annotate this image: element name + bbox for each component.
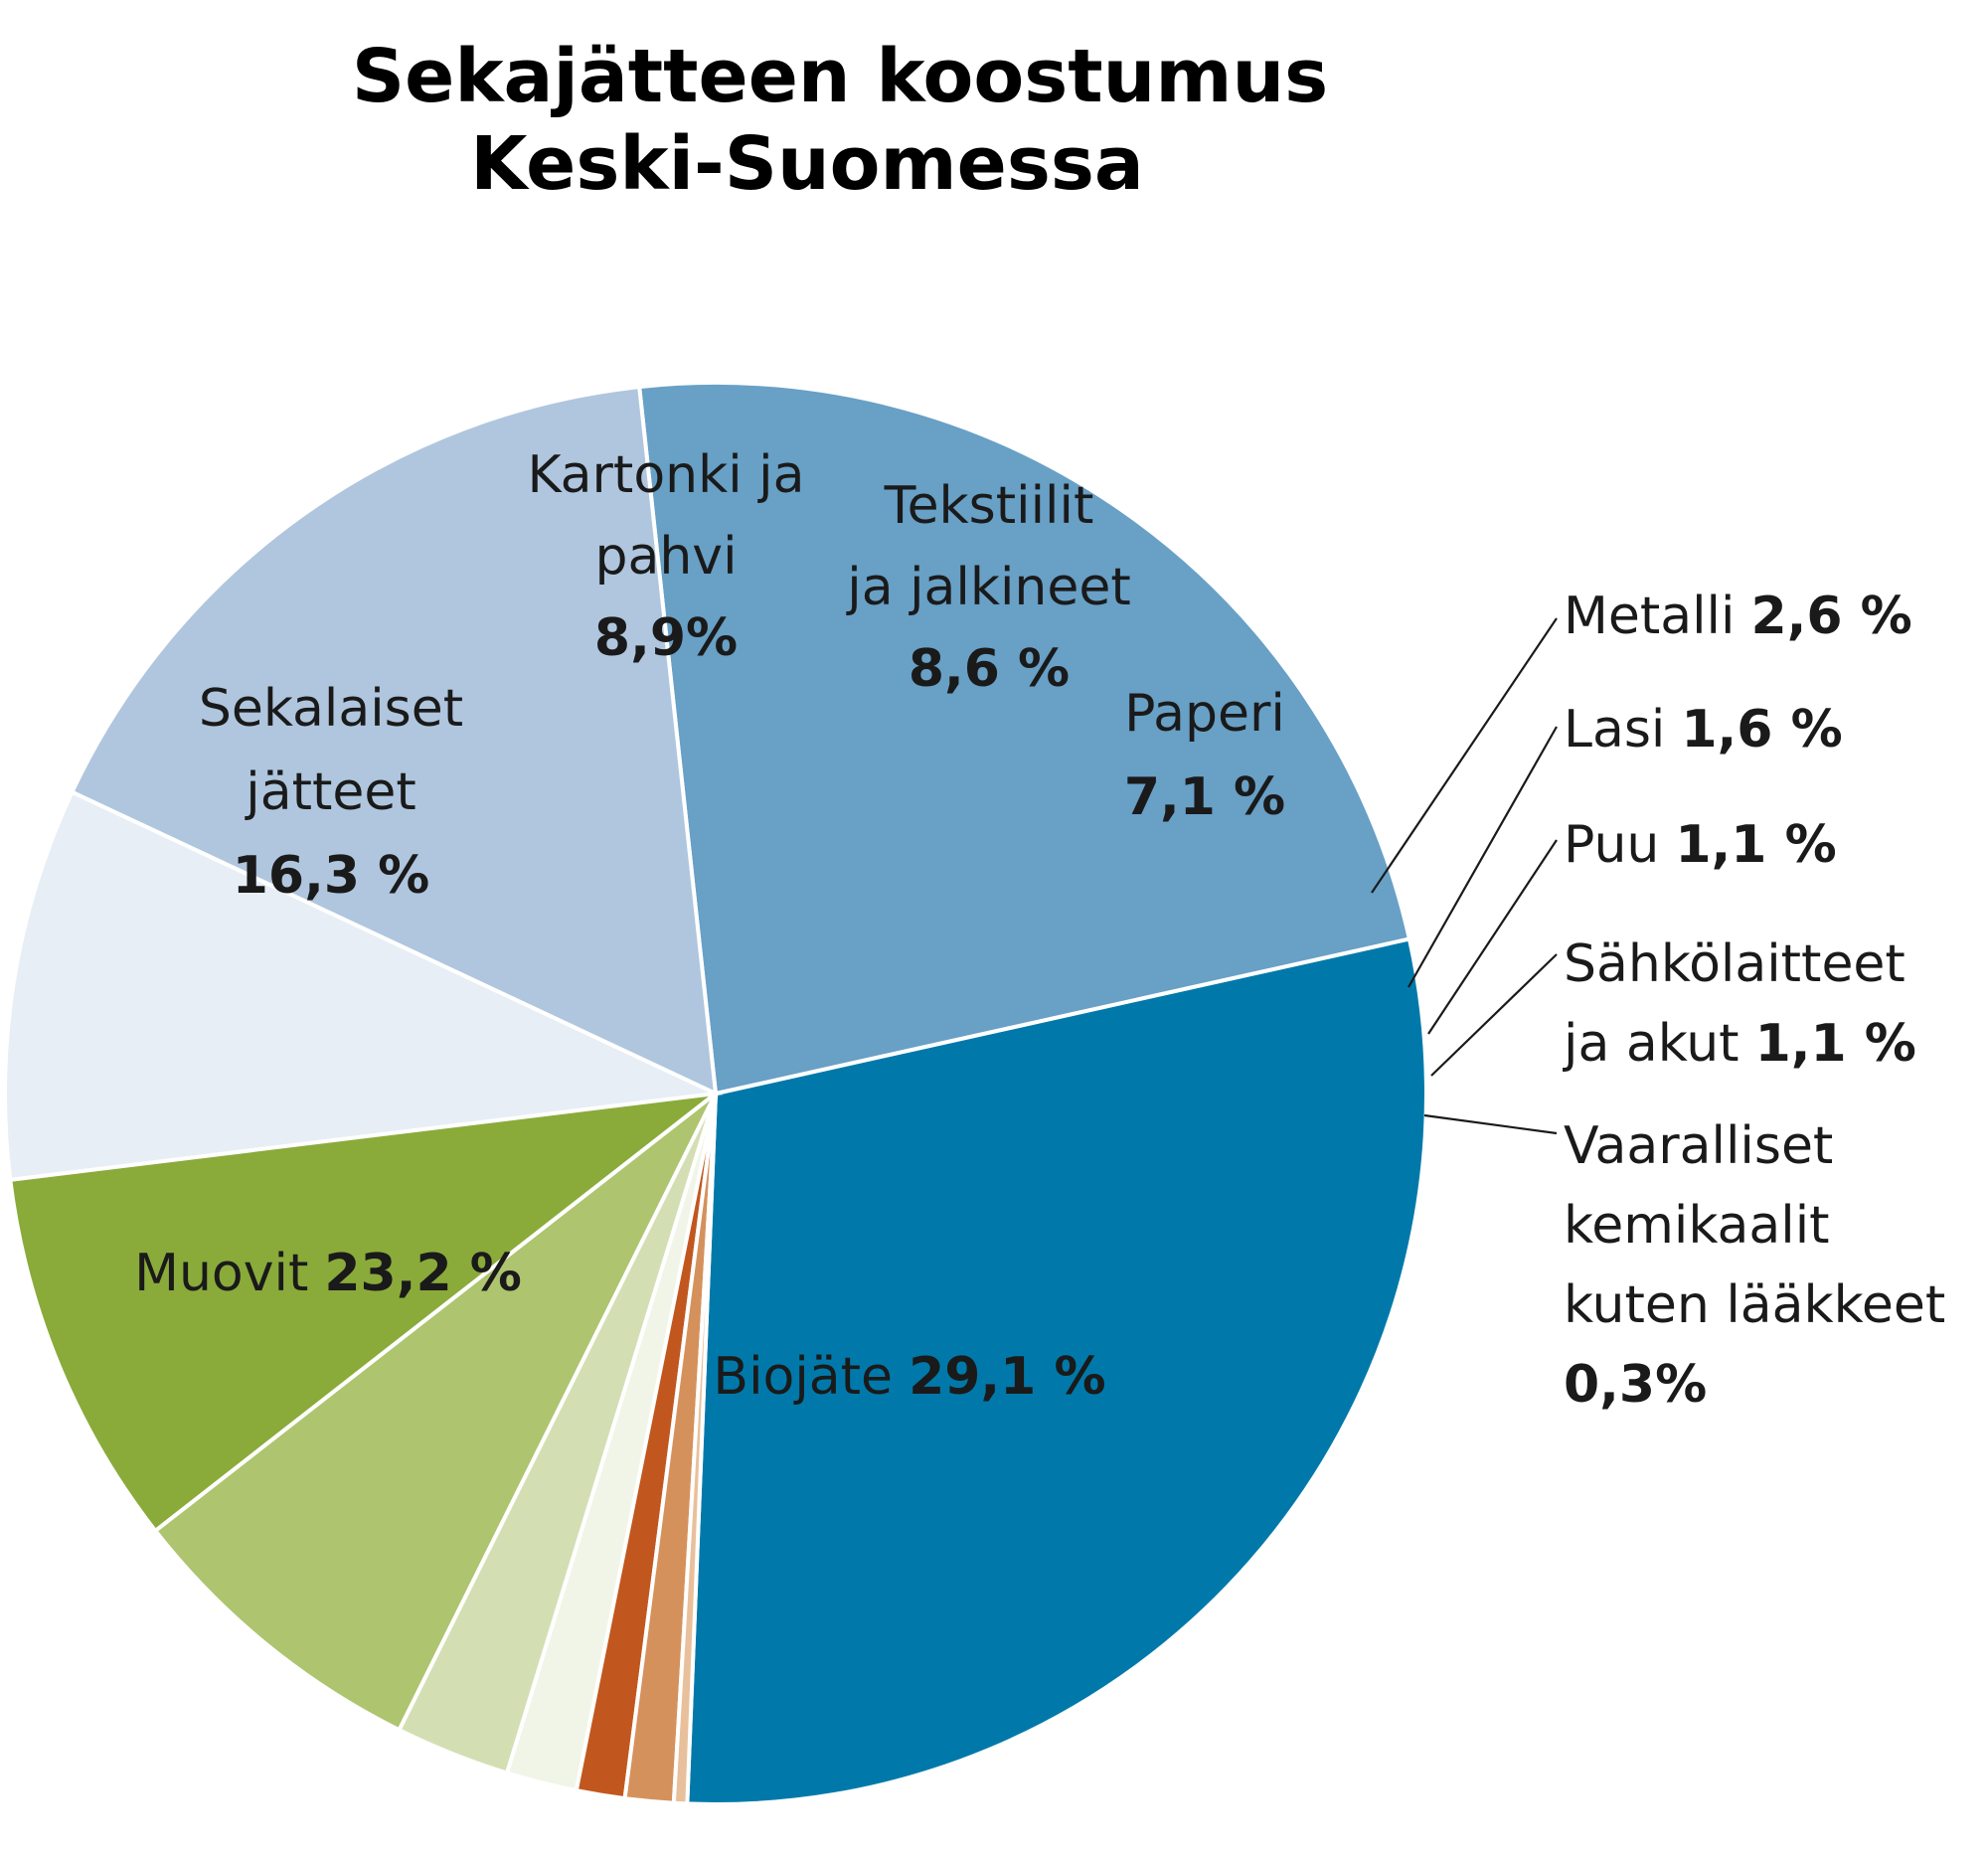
slice-value-tekstiilit: 8,6 % xyxy=(909,639,1070,699)
slice-value-lasi: 1,6 % xyxy=(1681,700,1842,760)
slice-label-text-kartonki-ja: pahvi xyxy=(594,527,737,587)
pie-slice-biojate xyxy=(685,936,1429,1806)
pie-slice-muovit xyxy=(636,381,1412,1097)
slice-label-text-vaaralliset: kuten lääkkeet xyxy=(1564,1275,1945,1335)
slice-label-text-vaaralliset: kemikaalit xyxy=(1564,1196,1830,1256)
slice-value-paperi: 7,1 % xyxy=(1124,767,1285,827)
slice-label-text-sekalaiset: Sekalaiset xyxy=(199,679,463,739)
pie-slice-kartonki-ja xyxy=(3,789,724,1183)
slice-label-tekstiilit: Tekstiilit ja jalkineet 8,6 % xyxy=(846,476,1131,699)
slice-labels: Biojäte 29,1 % Muovit 23,2 % Sekalaiset jätte… xyxy=(134,445,1945,1415)
leader-line-metalli xyxy=(1371,617,1558,894)
pie-slice-paperi xyxy=(152,1092,718,1733)
slice-label-text-paperi: Paperi xyxy=(1124,684,1285,744)
slice-label-kartonki-ja: Kartonki ja pahvi 8,9% xyxy=(528,445,805,668)
slice-label-text-sekalaiset: jätteet xyxy=(245,762,415,822)
slice-value-biojate: 29,1 % xyxy=(909,1347,1106,1407)
slice-label-text-kartonki-ja: Kartonki ja xyxy=(528,445,805,505)
leader-line-sahkolaitteet xyxy=(1430,953,1558,1077)
chart-title-line-2: Keski-Suomessa xyxy=(470,121,1144,207)
slice-label-lasi: Lasi 1,6 % xyxy=(1564,700,1843,760)
slice-label-sahkolaitteet: Sähkölaitteet ja akut 1,1 % xyxy=(1563,934,1916,1074)
slice-label-text-vaaralliset: Vaaralliset xyxy=(1564,1116,1833,1176)
slice-label-text-muovit: Muovit xyxy=(134,1244,308,1303)
slice-label-text-metalli: Metalli xyxy=(1564,587,1735,646)
pie-slice-tekstiilit xyxy=(8,1091,723,1534)
slice-value-metalli: 2,6 % xyxy=(1750,587,1911,646)
slice-value-puu: 1,1 % xyxy=(1675,815,1836,875)
slice-value-sahkolaitteet: 1,1 % xyxy=(1755,1014,1916,1074)
chart-title-line-1: Sekajätteen koostumus xyxy=(352,34,1328,119)
slice-label-muovit: Muovit 23,2 % xyxy=(134,1244,522,1303)
slice-label-sekalaiset: Sekalaiset jätteet 16,3 % xyxy=(199,679,463,906)
slice-value-vaaralliset: 0,3% xyxy=(1564,1355,1707,1415)
slice-value-muovit: 23,2 % xyxy=(324,1244,522,1303)
slice-value-sekalaiset: 16,3 % xyxy=(233,846,430,906)
slice-label-text-tekstiilit: ja jalkineet xyxy=(846,558,1131,617)
slice-label-text-biojate: Biojäte xyxy=(713,1347,893,1407)
slice-label-vaaralliset: Vaaralliset kemikaalit kuten lääkkeet 0,3% xyxy=(1564,1116,1945,1415)
slice-label-text-lasi: Lasi xyxy=(1564,700,1665,760)
slice-label-text-sahkolaitteet: ja akut xyxy=(1563,1014,1740,1074)
slice-label-text-sahkolaitteet: Sähkölaitteet xyxy=(1564,934,1905,994)
leader-line-puu xyxy=(1427,839,1558,1035)
leader-line-lasi xyxy=(1408,726,1558,988)
slice-label-text-puu: Puu xyxy=(1564,815,1659,875)
pie-slice-vaaralliset xyxy=(671,1093,718,1806)
slice-label-text-tekstiilit: Tekstiilit xyxy=(884,476,1094,536)
pie-slice-sekalaiset xyxy=(69,384,719,1097)
slice-label-puu: Puu 1,1 % xyxy=(1564,815,1837,875)
slice-label-paperi: Paperi 7,1 % xyxy=(1124,684,1285,827)
slice-label-metalli: Metalli 2,6 % xyxy=(1564,587,1912,646)
slice-value-kartonki-ja: 8,9% xyxy=(594,608,738,668)
slice-label-biojate: Biojäte 29,1 % xyxy=(713,1347,1105,1407)
pie-slices xyxy=(3,381,1429,1806)
leader-line-vaaralliset xyxy=(1423,1113,1558,1135)
